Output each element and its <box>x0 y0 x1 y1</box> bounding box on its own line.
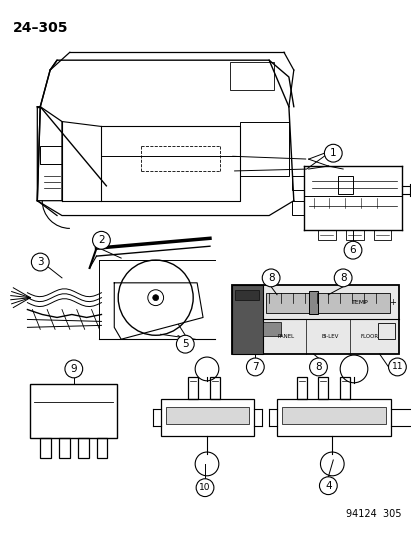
Circle shape <box>196 479 214 497</box>
Bar <box>160 399 254 436</box>
Text: 9: 9 <box>70 364 77 374</box>
Bar <box>345 230 363 240</box>
Circle shape <box>333 269 351 287</box>
Bar <box>229 62 273 90</box>
Bar <box>59 438 70 458</box>
Text: PANEL: PANEL <box>277 334 294 340</box>
Bar <box>377 324 394 339</box>
Bar <box>296 377 306 399</box>
Text: 2: 2 <box>98 235 104 245</box>
Text: 24–305: 24–305 <box>13 21 68 35</box>
Text: 8: 8 <box>314 362 321 372</box>
Text: TEMP: TEMP <box>351 300 368 305</box>
Text: 5: 5 <box>182 339 188 349</box>
Text: 6: 6 <box>349 245 356 255</box>
Circle shape <box>309 358 327 376</box>
Bar <box>30 384 117 438</box>
Text: 8: 8 <box>267 273 274 283</box>
Bar <box>188 377 198 399</box>
Bar <box>231 285 263 354</box>
Circle shape <box>176 335 194 353</box>
Bar <box>234 290 259 300</box>
Text: +: + <box>388 298 395 307</box>
Bar <box>209 377 219 399</box>
Bar <box>291 201 303 215</box>
Text: FLOOR: FLOOR <box>360 334 378 340</box>
Circle shape <box>93 231 110 249</box>
Bar <box>78 438 88 458</box>
Bar <box>40 146 62 164</box>
Text: 1: 1 <box>329 148 336 158</box>
Bar <box>308 290 318 314</box>
Circle shape <box>246 358 263 376</box>
Circle shape <box>65 360 83 378</box>
Circle shape <box>343 241 361 259</box>
Bar <box>337 176 352 194</box>
Bar <box>281 407 385 424</box>
Bar <box>373 230 391 240</box>
Circle shape <box>319 477 337 495</box>
Text: 10: 10 <box>199 483 210 492</box>
Circle shape <box>324 144 341 162</box>
Bar <box>276 399 389 436</box>
Text: 3: 3 <box>37 257 43 267</box>
Bar <box>165 407 249 424</box>
Text: 94124  305: 94124 305 <box>345 510 400 519</box>
Text: 7: 7 <box>252 362 258 372</box>
Bar <box>318 377 328 399</box>
Bar <box>231 285 399 354</box>
Text: 8: 8 <box>339 273 346 283</box>
Text: 4: 4 <box>324 481 331 491</box>
Circle shape <box>152 295 158 301</box>
Circle shape <box>31 253 49 271</box>
Bar <box>266 293 389 312</box>
Bar <box>40 438 51 458</box>
Bar <box>291 176 303 190</box>
Bar <box>318 230 335 240</box>
Text: BI-LEV: BI-LEV <box>321 334 338 340</box>
Bar <box>96 438 107 458</box>
Circle shape <box>387 358 405 376</box>
Bar <box>239 122 288 176</box>
Circle shape <box>261 269 279 287</box>
Bar <box>263 322 280 336</box>
Text: 11: 11 <box>391 362 402 372</box>
Bar <box>339 377 349 399</box>
